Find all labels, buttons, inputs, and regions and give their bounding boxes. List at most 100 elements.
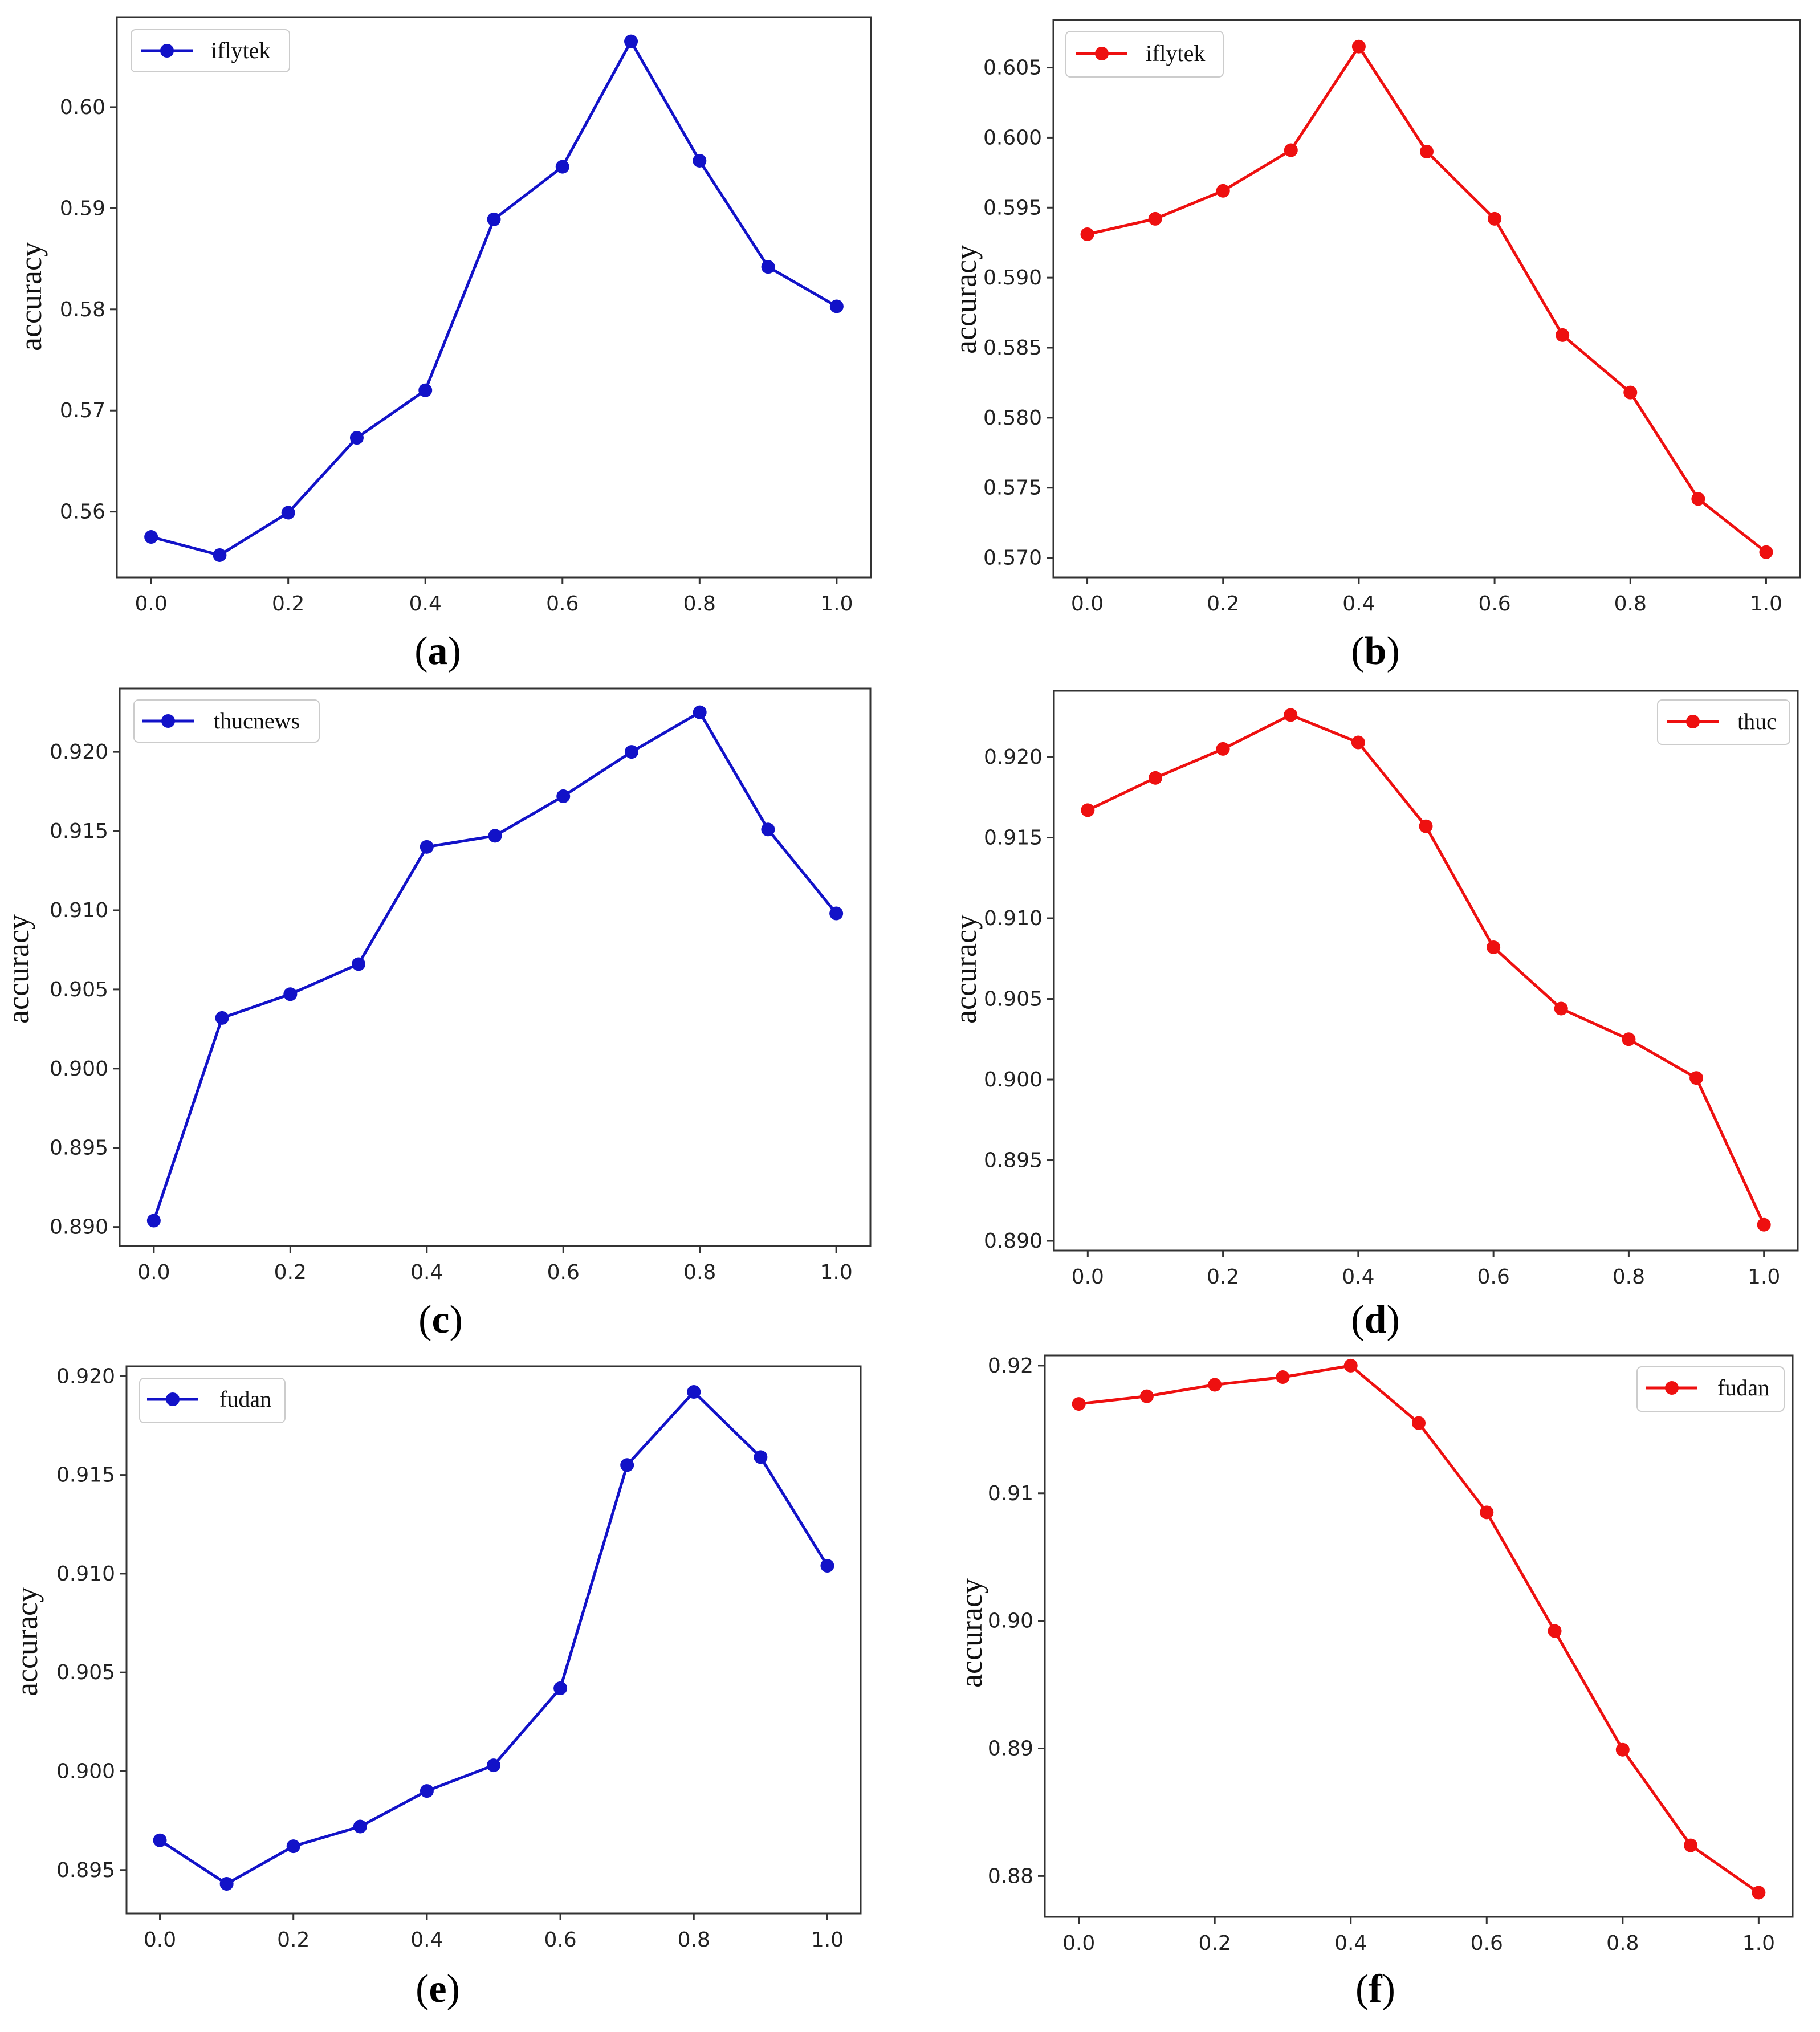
- data-point: [146, 1214, 161, 1228]
- x-tick-label: 0.6: [1478, 592, 1510, 616]
- y-tick-label: 0.910: [56, 1562, 115, 1586]
- x-tick-label: 0.0: [1062, 1932, 1095, 1955]
- x-tick-label: 0.8: [1613, 1265, 1645, 1289]
- y-ticks: 0.895 0.900 0.905 0.910 0.915 0.920: [56, 1365, 127, 1882]
- data-point: [1759, 545, 1773, 559]
- x-tick-label: 0.8: [683, 1261, 716, 1284]
- data-point: [556, 789, 571, 803]
- legend-label: fudan: [1717, 1375, 1769, 1400]
- legend: thucnews: [133, 699, 320, 743]
- y-tick-label: 0.605: [983, 56, 1042, 80]
- y-tick-label: 0.905: [56, 1661, 115, 1684]
- y-tick-label: 0.915: [56, 1464, 115, 1487]
- y-tick-label: 0.595: [983, 196, 1042, 219]
- legend-label: thuc: [1737, 708, 1777, 734]
- data-point: [349, 431, 364, 445]
- data-point: [624, 745, 638, 759]
- data-point: [1554, 1001, 1568, 1016]
- y-ticks: 0.56 0.57 0.58 0.59 0.60: [60, 96, 117, 524]
- y-tick-label: 0.900: [984, 1068, 1043, 1092]
- caption: (b): [1351, 629, 1400, 673]
- data-point: [1691, 492, 1705, 506]
- x-tick-label: 0.2: [274, 1261, 307, 1284]
- legend-box: [1657, 699, 1790, 745]
- legend: fudan: [1636, 1366, 1785, 1412]
- data-point: [420, 1784, 434, 1798]
- y-tick-label: 0.900: [56, 1760, 115, 1783]
- legend-label: fudan: [219, 1386, 271, 1412]
- x-tick-label: 0.4: [1342, 592, 1375, 616]
- caption: (a): [414, 629, 461, 673]
- data-point: [1284, 708, 1298, 722]
- x-tick-label: 1.0: [1748, 1265, 1780, 1289]
- y-ticks: 0.88 0.89 0.90 0.91 0.92: [988, 1354, 1045, 1888]
- caption: (c): [418, 1298, 463, 1342]
- data-point: [1488, 211, 1502, 226]
- data-point: [144, 530, 158, 544]
- x-tick-label: 0.2: [1207, 1265, 1239, 1289]
- data-point: [620, 1458, 634, 1472]
- legend-marker: [1095, 47, 1109, 60]
- series: [1081, 708, 1771, 1232]
- y-tick-label: 0.580: [983, 406, 1042, 430]
- data-point: [1412, 1416, 1426, 1430]
- y-tick-label: 0.890: [50, 1216, 108, 1239]
- legend-label: iflytek: [1146, 40, 1205, 66]
- data-point: [352, 957, 366, 971]
- x-tick-label: 1.0: [820, 592, 853, 616]
- x-tick-label: 0.6: [546, 592, 579, 616]
- y-ticks: 0.890 0.895 0.900 0.905 0.910 0.915 0.920: [50, 740, 120, 1239]
- data-point: [281, 506, 295, 520]
- data-point: [1487, 940, 1501, 954]
- x-tick-label: 0.2: [277, 1928, 310, 1952]
- legend-box: [131, 29, 290, 72]
- y-axis-label: accuracy: [14, 242, 48, 351]
- data-point: [1757, 1217, 1771, 1232]
- data-point: [1752, 1886, 1766, 1900]
- x-tick-label: 0.8: [683, 592, 716, 616]
- x-tick-label: 0.2: [272, 592, 304, 616]
- data-point: [283, 987, 298, 1001]
- data-point: [1615, 1742, 1630, 1757]
- legend-marker: [166, 1392, 180, 1406]
- data-point: [555, 160, 569, 174]
- x-tick-label: 0.0: [135, 592, 168, 616]
- y-tick-label: 0.575: [983, 477, 1042, 500]
- y-axis-label: accuracy: [954, 1578, 988, 1688]
- series: [1080, 39, 1773, 559]
- plot-frame: [125, 1365, 862, 1915]
- data-point: [1276, 1370, 1290, 1384]
- data-point: [1148, 211, 1162, 226]
- x-tick-label: 0.6: [544, 1928, 576, 1952]
- data-point: [761, 822, 775, 837]
- data-point: [487, 1758, 500, 1773]
- data-point: [418, 383, 433, 397]
- y-tick-label: 0.56: [60, 500, 105, 524]
- y-tick-label: 0.920: [984, 746, 1043, 769]
- legend-marker: [1665, 1381, 1679, 1395]
- data-point: [487, 212, 501, 226]
- legend-marker: [1686, 715, 1700, 728]
- data-point: [420, 840, 434, 854]
- legend-box: [133, 699, 320, 743]
- legend: iflytek: [1065, 31, 1224, 78]
- data-point: [286, 1839, 300, 1854]
- data-point: [1419, 819, 1433, 833]
- y-tick-label: 0.910: [50, 899, 108, 922]
- y-axis-label: accuracy: [948, 914, 983, 1024]
- plot-frame: [1053, 690, 1799, 1252]
- x-tick-label: 1.0: [820, 1261, 853, 1284]
- panel-e: 0.895 0.900 0.905 0.910 0.915 0.920 0.0 0.2 0.4…: [10, 1365, 862, 2011]
- data-point: [1081, 803, 1095, 817]
- plot-frame: [116, 16, 872, 579]
- y-ticks: 0.570 0.575 0.580 0.585 0.590 0.595 0.600 0.605: [983, 56, 1053, 570]
- x-tick-label: 0.0: [144, 1928, 176, 1952]
- data-point: [687, 1385, 701, 1399]
- data-point: [1216, 742, 1230, 756]
- data-point: [693, 705, 707, 719]
- data-point: [1208, 1378, 1222, 1392]
- legend: fudan: [139, 1378, 286, 1423]
